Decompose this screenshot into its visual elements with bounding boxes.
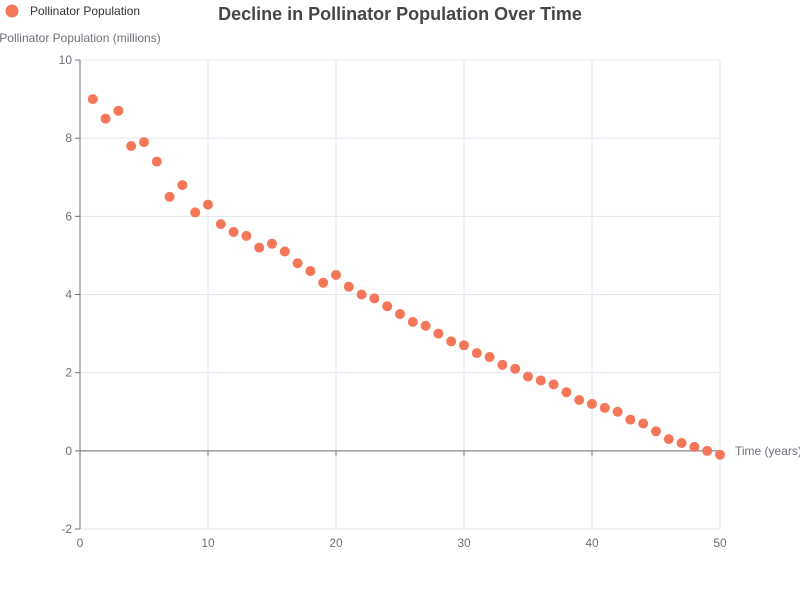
x-tick-label: 50	[713, 536, 727, 550]
data-point[interactable]	[190, 207, 201, 218]
x-tick-label: 0	[77, 536, 84, 550]
y-tick-label: 8	[65, 131, 72, 145]
data-point[interactable]	[331, 269, 341, 280]
y-tick-label: 6	[65, 209, 72, 223]
data-point[interactable]	[420, 320, 431, 331]
data-point[interactable]	[612, 406, 623, 417]
data-point[interactable]	[561, 387, 572, 398]
data-point[interactable]	[407, 316, 418, 327]
data-point[interactable]	[318, 277, 329, 288]
data-point[interactable]	[215, 219, 226, 230]
data-point[interactable]	[625, 414, 636, 425]
data-point[interactable]	[676, 438, 687, 449]
legend-marker[interactable]	[5, 4, 19, 18]
x-tick-label: 20	[329, 536, 343, 550]
y-axis-title: Pollinator Population (millions)	[0, 31, 161, 45]
data-point[interactable]	[535, 375, 546, 386]
legend-label[interactable]: Pollinator Population	[30, 4, 140, 18]
data-point[interactable]	[497, 359, 508, 370]
data-points	[87, 94, 725, 460]
data-point[interactable]	[356, 289, 367, 300]
x-axis-title: Time (years)	[735, 444, 800, 458]
data-point[interactable]	[151, 156, 162, 167]
data-point[interactable]	[369, 293, 380, 304]
y-tick-label: 0	[65, 444, 72, 458]
data-point[interactable]	[87, 94, 98, 105]
data-point[interactable]	[689, 441, 700, 452]
data-point[interactable]	[446, 336, 457, 347]
data-point[interactable]	[279, 246, 290, 257]
y-tick-label: -2	[61, 522, 72, 536]
grid	[79, 59, 721, 530]
data-point[interactable]	[164, 191, 175, 202]
chart-title: Decline in Pollinator Population Over Ti…	[218, 4, 582, 24]
data-point[interactable]	[715, 449, 725, 460]
legend[interactable]: Pollinator Population	[5, 4, 141, 18]
data-point[interactable]	[292, 258, 303, 269]
data-point[interactable]	[113, 105, 124, 116]
data-point[interactable]	[228, 226, 239, 237]
data-point[interactable]	[139, 137, 149, 148]
x-tick-label: 10	[201, 536, 215, 550]
data-point[interactable]	[459, 340, 469, 351]
data-point[interactable]	[177, 180, 188, 191]
data-point[interactable]	[484, 352, 495, 363]
y-tick-label: 10	[59, 53, 73, 67]
data-point[interactable]	[663, 434, 674, 445]
data-point[interactable]	[599, 402, 610, 413]
data-point[interactable]	[510, 363, 521, 374]
data-point[interactable]	[702, 445, 713, 456]
data-point[interactable]	[548, 379, 559, 390]
data-point[interactable]	[574, 395, 585, 406]
data-point[interactable]	[638, 418, 649, 429]
x-tick-label: 30	[457, 536, 471, 550]
data-point[interactable]	[254, 242, 265, 253]
data-point[interactable]	[433, 328, 444, 339]
data-point[interactable]	[651, 426, 661, 437]
data-point[interactable]	[382, 301, 393, 312]
data-point[interactable]	[203, 199, 213, 210]
data-point[interactable]	[587, 398, 597, 409]
data-point[interactable]	[523, 371, 533, 382]
y-tick-label: 2	[65, 366, 72, 380]
data-point[interactable]	[100, 113, 111, 124]
axes: -2 0 2 4 6 8 10 0 10 20 30 40 50	[59, 53, 727, 550]
data-point[interactable]	[343, 281, 354, 292]
y-tick-label: 4	[65, 288, 72, 302]
data-point[interactable]	[126, 140, 137, 151]
data-point[interactable]	[305, 266, 316, 277]
data-point[interactable]	[241, 230, 252, 241]
data-point[interactable]	[471, 348, 482, 359]
x-tick-label: 40	[585, 536, 599, 550]
data-point[interactable]	[267, 238, 277, 249]
data-point[interactable]	[395, 309, 405, 320]
